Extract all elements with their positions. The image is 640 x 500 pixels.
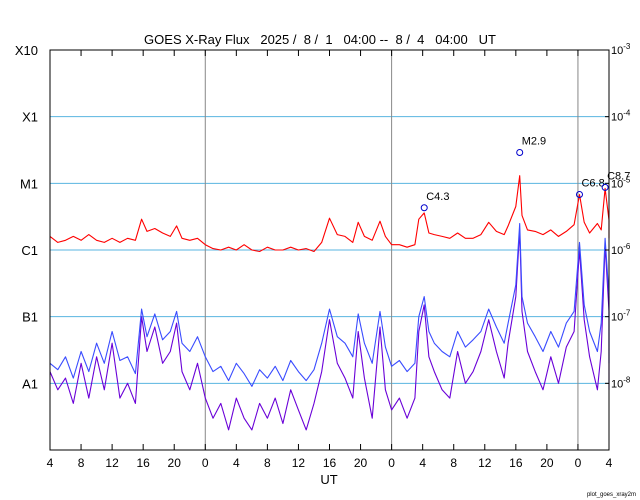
- x-tick-label: 12: [105, 456, 119, 470]
- peak-marker: [601, 183, 609, 191]
- x-tick-label: 20: [540, 456, 554, 470]
- left-tick-label: X10: [15, 43, 38, 58]
- left-tick-label: A1: [22, 376, 38, 391]
- x-tick-label: 0: [575, 456, 582, 470]
- right-tick-label: 10-8: [611, 375, 631, 390]
- left-tick-label: M1: [20, 176, 38, 191]
- x-tick-label: 0: [202, 456, 209, 470]
- x-tick-label: 4: [606, 456, 613, 470]
- left-tick-label: C1: [21, 243, 38, 258]
- x-tick-label: 4: [419, 456, 426, 470]
- grid-layer: [50, 50, 609, 450]
- right-tick-label: 10-7: [611, 309, 631, 324]
- right-tick-label: 10-3: [611, 42, 631, 57]
- x-tick-label: 12: [478, 456, 492, 470]
- series-line-short-a: [49, 222, 610, 387]
- x-tick-label: 8: [450, 456, 457, 470]
- x-tick-label: 8: [78, 456, 85, 470]
- x-axis-label: UT: [320, 472, 337, 487]
- peak-label: C6.8: [581, 177, 604, 189]
- left-tick-label: X1: [22, 110, 38, 125]
- right-tick-label: 10-4: [611, 109, 631, 124]
- x-tick-label: 16: [509, 456, 523, 470]
- peak-label: M2.9: [522, 136, 546, 148]
- series-line-short-b: [49, 229, 610, 431]
- peak-marker: [516, 149, 524, 157]
- peak-label: C8.7: [607, 170, 630, 182]
- left-tick-label: B1: [22, 310, 38, 325]
- x-tick-label: 4: [233, 456, 240, 470]
- x-tick-label: 16: [323, 456, 337, 470]
- x-tick-label: 20: [168, 456, 182, 470]
- x-tick-label: 0: [388, 456, 395, 470]
- peak-marker: [575, 190, 583, 198]
- chart-title: GOES X-Ray Flux 2025 / 8 / 1 04:00 -- 8 …: [144, 32, 496, 47]
- series-layer: [49, 175, 610, 431]
- x-tick-label: 16: [136, 456, 150, 470]
- x-tick-label: 20: [354, 456, 368, 470]
- x-tick-label: 8: [264, 456, 271, 470]
- annotation-layer: C4.3 M2.9 C6.8C8.7: [420, 136, 630, 212]
- series-line-long: [49, 175, 610, 253]
- right-tick-label: 10-6: [611, 242, 631, 257]
- x-tick-label: 4: [47, 456, 54, 470]
- footer-text: plot_goes_xray2m: [586, 492, 636, 498]
- peak-label: C4.3: [426, 191, 449, 203]
- x-tick-label: 12: [292, 456, 306, 470]
- peak-marker: [420, 204, 428, 212]
